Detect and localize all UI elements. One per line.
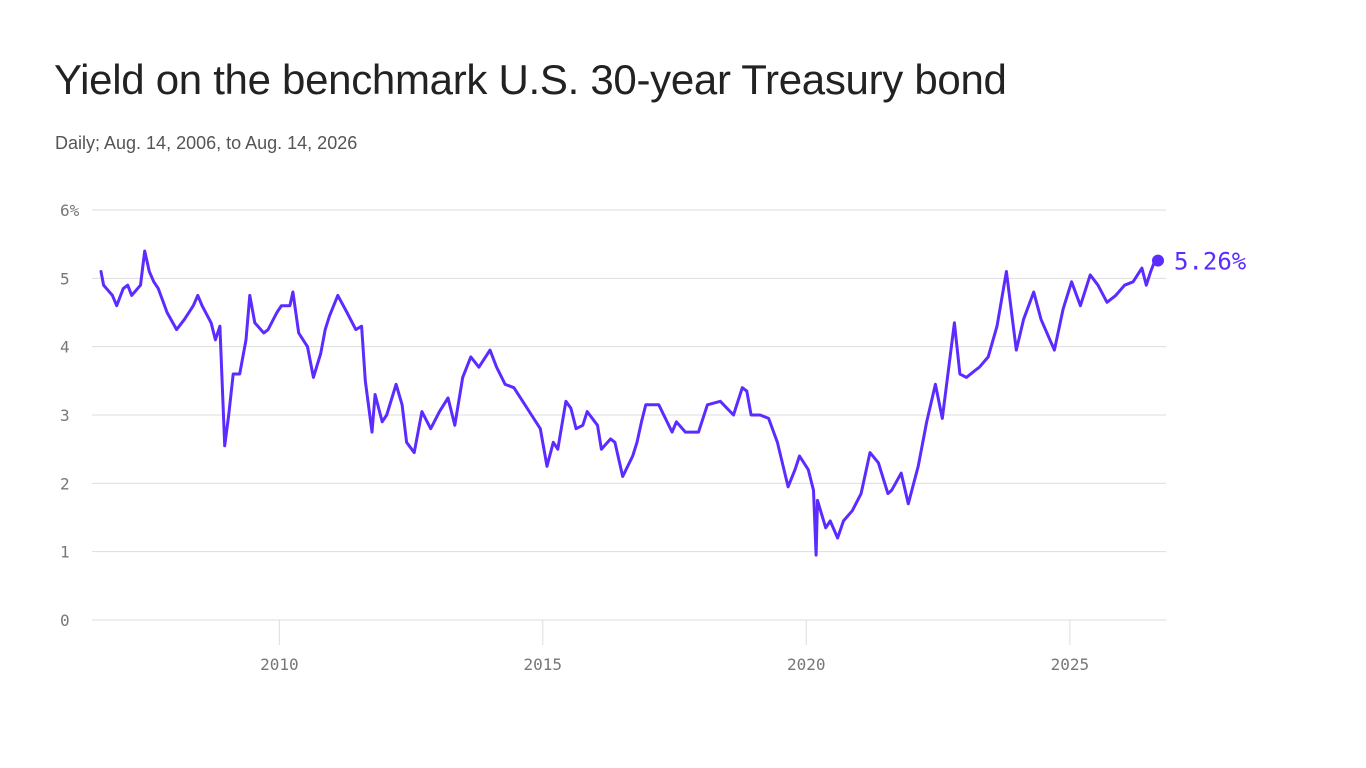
x-axis-ticks: 2010 2015 2020 2025 (260, 620, 1089, 674)
end-point-marker (1152, 254, 1164, 267)
y-tick-label: 6% (60, 201, 80, 220)
y-tick-label: 4 (60, 338, 70, 357)
x-tick-label: 2015 (524, 655, 563, 674)
chart-title: Yield on the benchmark U.S. 30-year Trea… (54, 56, 1007, 103)
series-group (99, 249, 1157, 557)
yield-series-line (99, 249, 1157, 557)
y-axis-ticks: 0 1 2 3 4 5 6% (60, 201, 80, 630)
y-tick-label: 5 (60, 269, 70, 288)
chart-subtitle: Daily; Aug. 14, 2006, to Aug. 14, 2026 (55, 133, 358, 153)
end-marker-group: 5.26% (1152, 248, 1247, 276)
x-tick-label: 2025 (1051, 655, 1090, 674)
y-tick-label: 1 (60, 543, 70, 562)
y-tick-label: 0 (60, 611, 70, 630)
x-tick-label: 2010 (260, 655, 299, 674)
grid-lines (92, 209, 1166, 621)
end-value-label: 5.26% (1174, 248, 1247, 276)
x-tick-label: 2020 (787, 655, 826, 674)
y-tick-label: 3 (60, 406, 70, 425)
y-tick-label: 2 (60, 474, 70, 493)
